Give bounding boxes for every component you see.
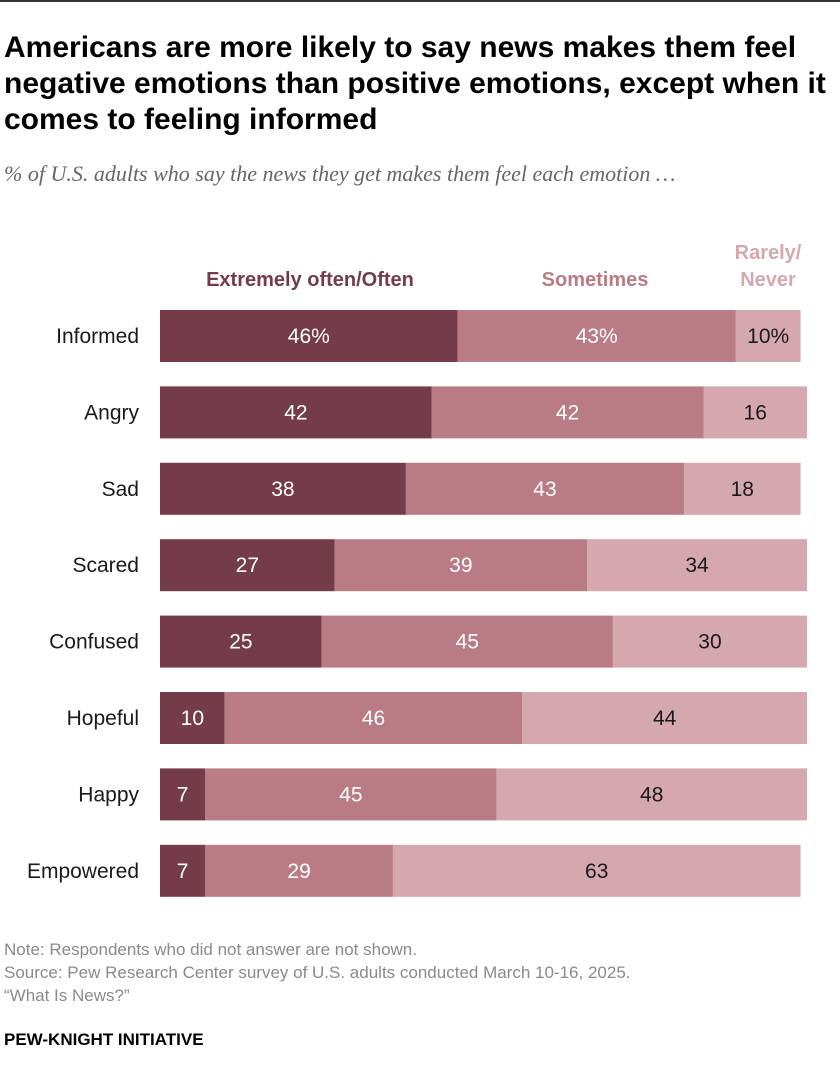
bar-segment-2 bbox=[496, 768, 807, 821]
category-label: Scared bbox=[72, 554, 139, 577]
bar-value-label: 46 bbox=[362, 707, 385, 730]
bar-segment-1 bbox=[457, 310, 736, 362]
category-label: Confused bbox=[49, 631, 139, 654]
chart-row-empowered: Empowered 7 29 63 bbox=[27, 844, 801, 897]
category-label: Angry bbox=[84, 401, 139, 424]
legend-label-1: Sometimes bbox=[542, 269, 649, 291]
bar-value-label: 7 bbox=[177, 783, 189, 806]
source-text: Source: Pew Research Center survey of U.… bbox=[4, 963, 631, 982]
bar-value-label: 34 bbox=[685, 554, 709, 577]
legend-label-0: Extremely often/Often bbox=[206, 269, 414, 291]
bar-value-label: 42 bbox=[556, 401, 579, 424]
bar-value-label: 27 bbox=[236, 554, 259, 577]
bar-value-label: 38 bbox=[271, 478, 294, 501]
category-label: Sad bbox=[102, 478, 139, 501]
category-label: Happy bbox=[78, 783, 139, 806]
chart-notes: Note: Respondents who did not answer are… bbox=[4, 938, 834, 1007]
bar-segment-0 bbox=[160, 462, 406, 515]
bar-value-label: 30 bbox=[698, 631, 721, 654]
chart-row-happy: Happy 7 45 48 bbox=[78, 768, 807, 821]
chart-row-angry: Angry 42 42 16 bbox=[84, 386, 807, 439]
chart-title: Americans are more likely to say news ma… bbox=[4, 31, 826, 136]
bar-value-label: 43 bbox=[533, 478, 556, 501]
chart-row-scared: Scared 27 39 34 bbox=[72, 539, 807, 592]
bar-segment-1 bbox=[224, 692, 523, 744]
bar-value-label: 16 bbox=[744, 401, 767, 424]
bar-segment-1 bbox=[334, 539, 588, 592]
bar-value-label: 46% bbox=[288, 325, 330, 348]
bar-value-label: 10 bbox=[181, 707, 204, 730]
bar-value-label: 39 bbox=[449, 554, 472, 577]
bar-value-label: 45 bbox=[456, 631, 479, 654]
bar-segment-2 bbox=[522, 692, 807, 744]
chart-row-hopeful: Hopeful 10 46 44 bbox=[67, 692, 807, 744]
stacked-bar-chart: Extremely often/Often Sometimes Rarely/Nev… bbox=[27, 242, 807, 897]
chart-legend: Extremely often/Often Sometimes Rarely/Nev… bbox=[206, 242, 802, 291]
bar-segment-0 bbox=[160, 844, 206, 897]
bar-segment-0 bbox=[160, 310, 458, 362]
bar-segment-2 bbox=[684, 462, 801, 515]
bar-value-label: 29 bbox=[287, 860, 310, 883]
category-label: Empowered bbox=[27, 860, 139, 883]
bar-value-label: 42 bbox=[284, 401, 307, 424]
bar-value-label: 48 bbox=[640, 783, 663, 806]
organization-label: PEW-KNIGHT INITIATIVE bbox=[4, 1030, 204, 1049]
bar-value-label: 43% bbox=[576, 325, 618, 348]
bar-value-label: 63 bbox=[585, 860, 608, 883]
bar-segment-0 bbox=[160, 615, 322, 668]
chart-rows: Informed 46% 43% 10% Angry 42 42 16 Sad 38 43 18 Sca… bbox=[27, 310, 807, 897]
bar-segment-0 bbox=[160, 386, 432, 439]
chart-row-informed: Informed 46% 43% 10% bbox=[56, 310, 801, 362]
bar-segment-2 bbox=[735, 310, 801, 362]
bar-segment-0 bbox=[160, 539, 335, 592]
legend-label-2: Rarely/Never bbox=[735, 242, 802, 291]
bar-segment-1 bbox=[321, 615, 613, 668]
bar-segment-1 bbox=[431, 386, 704, 439]
chart-row-confused: Confused 25 45 30 bbox=[49, 615, 807, 668]
bar-segment-0 bbox=[160, 768, 206, 821]
bar-value-label: 18 bbox=[731, 478, 754, 501]
bar-segment-1 bbox=[205, 844, 393, 897]
bar-value-label: 10% bbox=[747, 325, 789, 348]
bar-value-label: 25 bbox=[229, 631, 252, 654]
bar-value-label: 45 bbox=[339, 783, 362, 806]
chart-row-sad: Sad 38 43 18 bbox=[102, 462, 801, 515]
category-label: Informed bbox=[56, 325, 139, 348]
bar-value-label: 7 bbox=[177, 860, 189, 883]
bar-value-label: 44 bbox=[653, 707, 677, 730]
report-title: “What Is News?” bbox=[4, 986, 130, 1005]
bar-segment-1 bbox=[205, 768, 497, 821]
note-text: Note: Respondents who did not answer are… bbox=[4, 940, 417, 959]
category-label: Hopeful bbox=[67, 707, 139, 730]
bar-segment-2 bbox=[612, 615, 807, 668]
bar-segment-2 bbox=[703, 386, 807, 439]
chart-subtitle: % of U.S. adults who say the news they g… bbox=[4, 161, 676, 186]
top-rule bbox=[0, 0, 840, 2]
bar-segment-0 bbox=[160, 692, 225, 744]
bar-segment-2 bbox=[392, 844, 801, 897]
bar-segment-2 bbox=[587, 539, 807, 592]
bar-segment-1 bbox=[405, 462, 685, 515]
